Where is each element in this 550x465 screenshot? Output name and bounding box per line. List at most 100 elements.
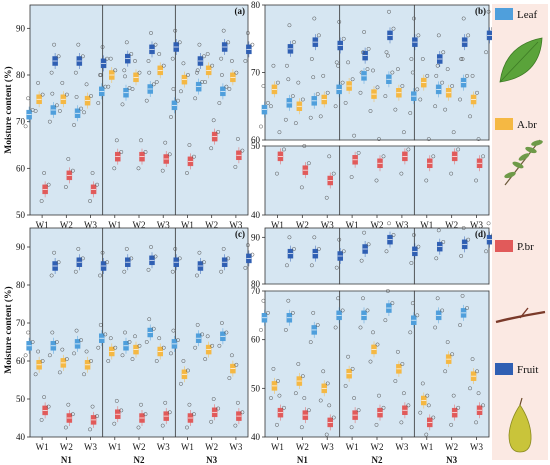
data-point (114, 398, 119, 403)
data-point (88, 427, 93, 432)
data-point (261, 298, 266, 303)
fruit-box-N1-W1 (284, 23, 296, 68)
data-point (324, 195, 329, 200)
pbr-box-N1-W3 (88, 171, 100, 203)
data-point (74, 328, 79, 333)
legend-label: Leaf (517, 9, 537, 21)
x-tick-label: W2 (60, 442, 73, 452)
legend-label: Fruit (517, 364, 538, 376)
sprig-leaf (525, 146, 537, 154)
y-tick-label: 60 (16, 356, 26, 366)
data-point (466, 237, 471, 242)
data-point (374, 422, 379, 427)
sprig-leaf (504, 171, 516, 179)
data-point (197, 42, 202, 47)
data-point (371, 330, 375, 335)
fruit-box-N1-W1 (49, 42, 61, 75)
data-point (217, 343, 222, 348)
data-point (224, 330, 229, 335)
abr-box-N1-W2 (293, 362, 305, 396)
data-point (103, 332, 108, 337)
data-point (287, 23, 292, 28)
data-point (321, 73, 326, 78)
data-point (349, 175, 354, 180)
data-point (408, 330, 413, 335)
data-point (245, 31, 250, 35)
data-point (481, 154, 486, 159)
data-point (200, 80, 205, 84)
x-tick-label: W3 (157, 220, 170, 230)
data-point (245, 243, 250, 248)
data-point (210, 343, 215, 348)
data-point (112, 166, 117, 171)
data-point (36, 80, 41, 85)
abr-box-N2-W1 (106, 336, 118, 363)
data-point (171, 87, 176, 91)
leaf-box-N1-W2 (283, 77, 295, 122)
data-point (265, 100, 270, 105)
data-point (327, 403, 332, 408)
data-point (160, 423, 165, 428)
abr-box-N2-W2 (368, 68, 380, 113)
sprig-leaf (518, 153, 530, 161)
data-point (76, 42, 81, 47)
x-tick-label: W1 (271, 220, 284, 230)
data-point (151, 82, 156, 87)
data-point (434, 73, 439, 78)
data-point (459, 254, 464, 258)
data-point (57, 108, 62, 113)
data-point (441, 50, 446, 55)
data-point (185, 73, 190, 77)
y-tick-label: 80 (16, 280, 26, 290)
data-point (113, 68, 118, 73)
data-point (476, 391, 481, 396)
data-point (250, 252, 255, 257)
fruit-box-N2-W1 (122, 40, 134, 73)
data-point (72, 351, 77, 356)
chart-panels: (a)5060708090W1W2W3W1W2W3W1W2W3N1N2N3(b)… (16, 0, 496, 465)
data-point (425, 393, 430, 398)
data-point (445, 340, 450, 345)
y-tick-label: 60 (16, 163, 26, 173)
data-point (306, 408, 311, 413)
twig-branch (519, 307, 529, 319)
pbr-box-N2-W1 (112, 138, 124, 171)
data-point (226, 256, 231, 261)
data-point (66, 402, 71, 407)
data-point (39, 417, 44, 422)
data-point (296, 80, 301, 85)
data-point (47, 353, 52, 358)
x-tick-label: W3 (470, 220, 483, 230)
data-point (384, 249, 389, 254)
data-point (95, 182, 100, 187)
data-point (395, 67, 400, 72)
data-point (224, 84, 229, 89)
data-point (130, 357, 135, 362)
data-point (456, 147, 461, 152)
data-point (64, 92, 69, 97)
pbr-box-N1-W1 (274, 393, 286, 427)
data-point (466, 33, 471, 38)
x-tick-label: W1 (181, 220, 194, 230)
abr-box-N2-W3 (393, 349, 405, 383)
data-point (70, 168, 75, 173)
data-point (284, 63, 289, 68)
x-tick-label: W1 (420, 220, 433, 230)
data-point (163, 140, 168, 145)
abr-box-N3-W3 (468, 73, 480, 119)
data-point (50, 330, 55, 335)
pbr-box-N3-W2 (209, 397, 221, 424)
data-point (302, 396, 307, 401)
pbr-box-N2-W1 (349, 133, 361, 180)
data-point (147, 317, 152, 322)
fruit-box-N2-W3 (170, 28, 182, 61)
leaf-box-N1-W1 (258, 84, 270, 129)
data-point (175, 98, 180, 103)
data-point (151, 326, 156, 331)
data-point (377, 137, 381, 142)
leaf-box-N1-W2 (47, 330, 59, 358)
fruit-box-N3-W1 (434, 33, 446, 78)
data-point (375, 85, 380, 90)
leaf-box-N2-W1 (96, 322, 108, 350)
x-tick-label: W3 (395, 220, 408, 230)
